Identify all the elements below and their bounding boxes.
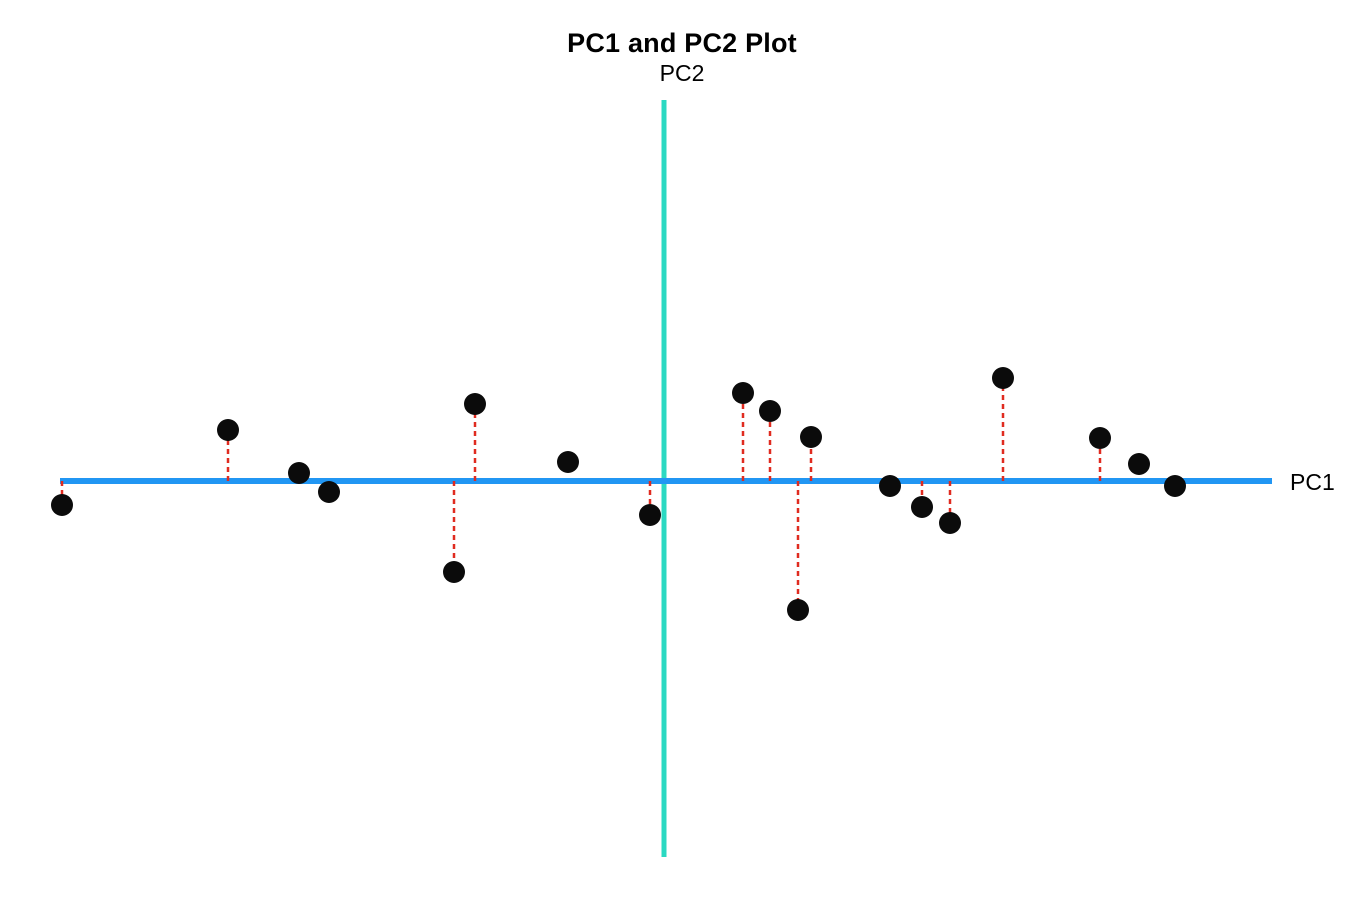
pc2-axis-label: PC2 bbox=[659, 60, 705, 86]
data-point bbox=[787, 599, 809, 621]
data-point bbox=[443, 561, 465, 583]
data-point bbox=[464, 393, 486, 415]
data-point bbox=[217, 419, 239, 441]
data-point bbox=[639, 504, 661, 526]
data-point bbox=[732, 382, 754, 404]
data-point bbox=[51, 494, 73, 516]
data-point bbox=[1164, 475, 1186, 497]
data-point bbox=[879, 475, 901, 497]
data-point bbox=[288, 462, 310, 484]
data-point bbox=[557, 451, 579, 473]
data-point bbox=[992, 367, 1014, 389]
chart-title: PC1 and PC2 Plot bbox=[567, 28, 797, 58]
data-point bbox=[1089, 427, 1111, 449]
pc1-axis-label: PC1 bbox=[1290, 469, 1335, 495]
data-point bbox=[939, 512, 961, 534]
data-point bbox=[759, 400, 781, 422]
data-point bbox=[800, 426, 822, 448]
data-point bbox=[911, 496, 933, 518]
data-point bbox=[318, 481, 340, 503]
data-point bbox=[1128, 453, 1150, 475]
